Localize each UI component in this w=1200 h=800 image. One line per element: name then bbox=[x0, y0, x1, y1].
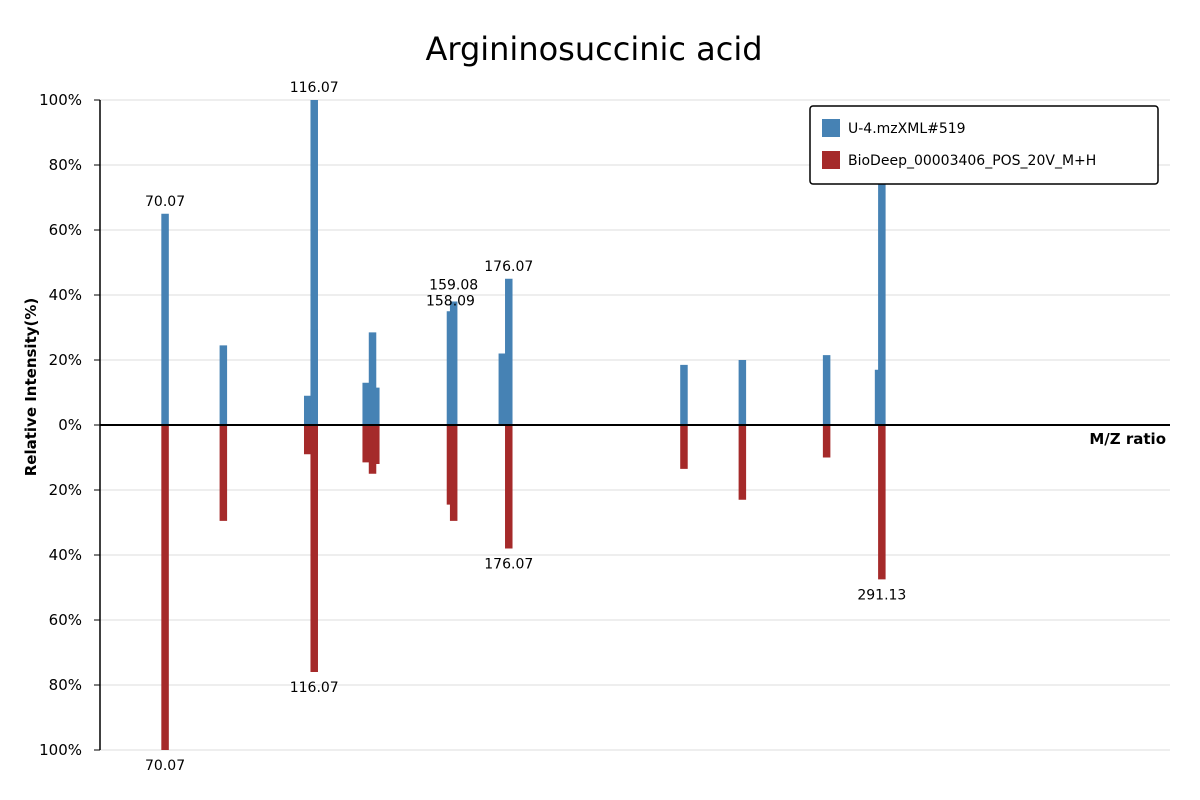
peak-bar bbox=[498, 353, 507, 425]
peak-bar bbox=[680, 425, 688, 469]
chart-title: Argininosuccinic acid bbox=[425, 30, 762, 68]
peak-bar bbox=[362, 425, 370, 463]
y-tick-label: 100% bbox=[39, 741, 82, 759]
legend-swatch bbox=[822, 151, 840, 169]
y-tick-label: 60% bbox=[49, 611, 82, 629]
peak-bar bbox=[822, 425, 831, 458]
peak-bar bbox=[449, 425, 458, 521]
peak-bar bbox=[310, 100, 318, 425]
peak-bar bbox=[505, 278, 513, 425]
y-tick-label: 40% bbox=[49, 546, 82, 564]
peak-bar bbox=[372, 425, 380, 464]
peak-label: 116.07 bbox=[290, 80, 339, 96]
y-tick-label: 40% bbox=[49, 286, 82, 304]
peak-label: 70.07 bbox=[145, 194, 185, 210]
y-tick-label: 100% bbox=[39, 91, 82, 109]
peak-label: 159.08 bbox=[429, 278, 478, 294]
y-tick-label: 60% bbox=[49, 221, 82, 239]
y-tick-label: 80% bbox=[49, 676, 82, 694]
peak-bar bbox=[878, 184, 886, 425]
peak-bar bbox=[219, 345, 228, 425]
legend-label: U-4.mzXML#519 bbox=[848, 121, 966, 137]
peak-label: 176.07 bbox=[484, 259, 533, 275]
peak-label: 176.07 bbox=[484, 557, 533, 573]
grid-lines bbox=[100, 99, 1170, 751]
y-tick-label: 0% bbox=[58, 416, 82, 434]
peak-bar bbox=[161, 425, 169, 750]
peak-bars bbox=[161, 100, 886, 750]
peak-label: 291.13 bbox=[857, 587, 906, 603]
y-tick-label: 20% bbox=[49, 351, 82, 369]
axes: 100% 80% 60% 40% 20% 0% 20% 40% 60% 80% 100% bbox=[39, 91, 1170, 759]
peak-label: 116.07 bbox=[290, 680, 339, 696]
peak-bar bbox=[368, 332, 377, 425]
y-axis-title: Relative Intensity(%) bbox=[22, 298, 40, 477]
peak-bar bbox=[362, 382, 370, 425]
y-tick-label: 80% bbox=[49, 156, 82, 174]
peak-bar bbox=[505, 425, 513, 549]
peak-bar bbox=[219, 425, 228, 521]
peak-label: 158.09 bbox=[426, 293, 475, 309]
y-tick-label: 20% bbox=[49, 481, 82, 499]
peak-bar bbox=[310, 425, 318, 672]
legend-box bbox=[809, 105, 1159, 185]
peak-bar bbox=[738, 425, 747, 500]
legend-label: BioDeep_00003406_POS_20V_M+H bbox=[848, 153, 1096, 169]
peak-label: 70.07 bbox=[145, 758, 185, 774]
peak-bar bbox=[680, 364, 688, 425]
peak-bar bbox=[878, 425, 886, 580]
peak-bar bbox=[161, 213, 169, 425]
peak-bar bbox=[372, 387, 380, 425]
legend: U-4.mzXML#519 BioDeep_00003406_POS_20V_M+… bbox=[809, 105, 1159, 185]
legend-swatch bbox=[822, 119, 840, 137]
peak-bar bbox=[822, 355, 831, 425]
peak-bar bbox=[738, 360, 747, 425]
x-axis-title: M/Z ratio bbox=[1089, 430, 1166, 448]
peak-bar bbox=[449, 301, 458, 425]
